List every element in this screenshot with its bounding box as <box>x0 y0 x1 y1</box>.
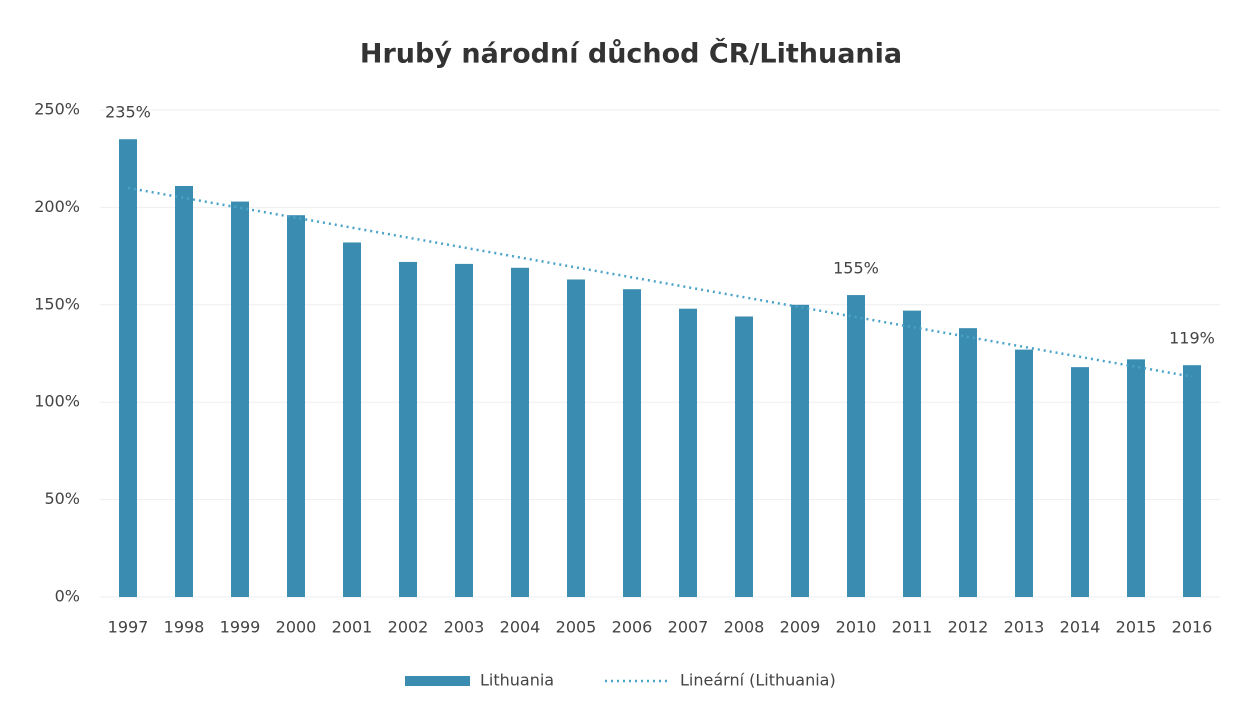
x-tick-label: 2010 <box>836 618 877 637</box>
x-tick-label: 2013 <box>1004 618 1045 637</box>
y-tick-label: 200% <box>34 197 80 216</box>
y-tick-label: 250% <box>34 100 80 119</box>
bar <box>623 289 641 597</box>
bar <box>679 308 697 597</box>
x-tick-label: 2011 <box>892 618 933 637</box>
x-tick-label: 2016 <box>1172 618 1213 637</box>
bar <box>959 328 977 597</box>
y-tick-label: 0% <box>55 587 80 606</box>
x-tick-label: 1997 <box>108 618 149 637</box>
bar <box>1015 349 1033 597</box>
chart-title: Hrubý národní důchod ČR/Lithuania <box>360 38 902 70</box>
data-label: 235% <box>105 103 151 122</box>
trend-line <box>127 186 1193 378</box>
x-tick-label: 2004 <box>500 618 541 637</box>
bar <box>511 267 529 597</box>
x-tick-label: 1998 <box>164 618 205 637</box>
x-tick-label: 2007 <box>668 618 709 637</box>
bar <box>735 316 753 597</box>
x-tick-label: 2015 <box>1116 618 1157 637</box>
data-label: 119% <box>1169 329 1215 348</box>
y-tick-label: 100% <box>34 392 80 411</box>
bar <box>1071 367 1089 597</box>
legend-swatch <box>405 676 470 686</box>
bar <box>231 201 249 597</box>
bar <box>287 215 305 597</box>
bar <box>399 261 417 597</box>
x-tick-label: 2008 <box>724 618 765 637</box>
bar <box>903 310 921 597</box>
bar <box>1127 359 1145 597</box>
x-tick-label: 2002 <box>388 618 429 637</box>
bar <box>567 279 585 597</box>
bar <box>847 295 865 597</box>
x-tick-label: 2014 <box>1060 618 1101 637</box>
x-tick-label: 2009 <box>780 618 821 637</box>
data-label: 155% <box>833 259 879 278</box>
bar <box>175 185 193 598</box>
bar <box>343 242 361 598</box>
x-tick-label: 1999 <box>220 618 261 637</box>
bar <box>119 139 137 597</box>
x-tick-label: 2005 <box>556 618 597 637</box>
x-tick-label: 2003 <box>444 618 485 637</box>
bar <box>1183 365 1201 597</box>
legend-label: Lineární (Lithuania) <box>680 671 836 690</box>
bar <box>455 263 473 597</box>
x-tick-label: 2000 <box>276 618 317 637</box>
legend-label: Lithuania <box>480 671 554 690</box>
bar <box>791 304 809 597</box>
y-tick-label: 50% <box>44 489 80 508</box>
x-tick-label: 2012 <box>948 618 989 637</box>
y-tick-label: 150% <box>34 294 80 313</box>
x-tick-label: 2001 <box>332 618 373 637</box>
x-tick-label: 2006 <box>612 618 653 637</box>
